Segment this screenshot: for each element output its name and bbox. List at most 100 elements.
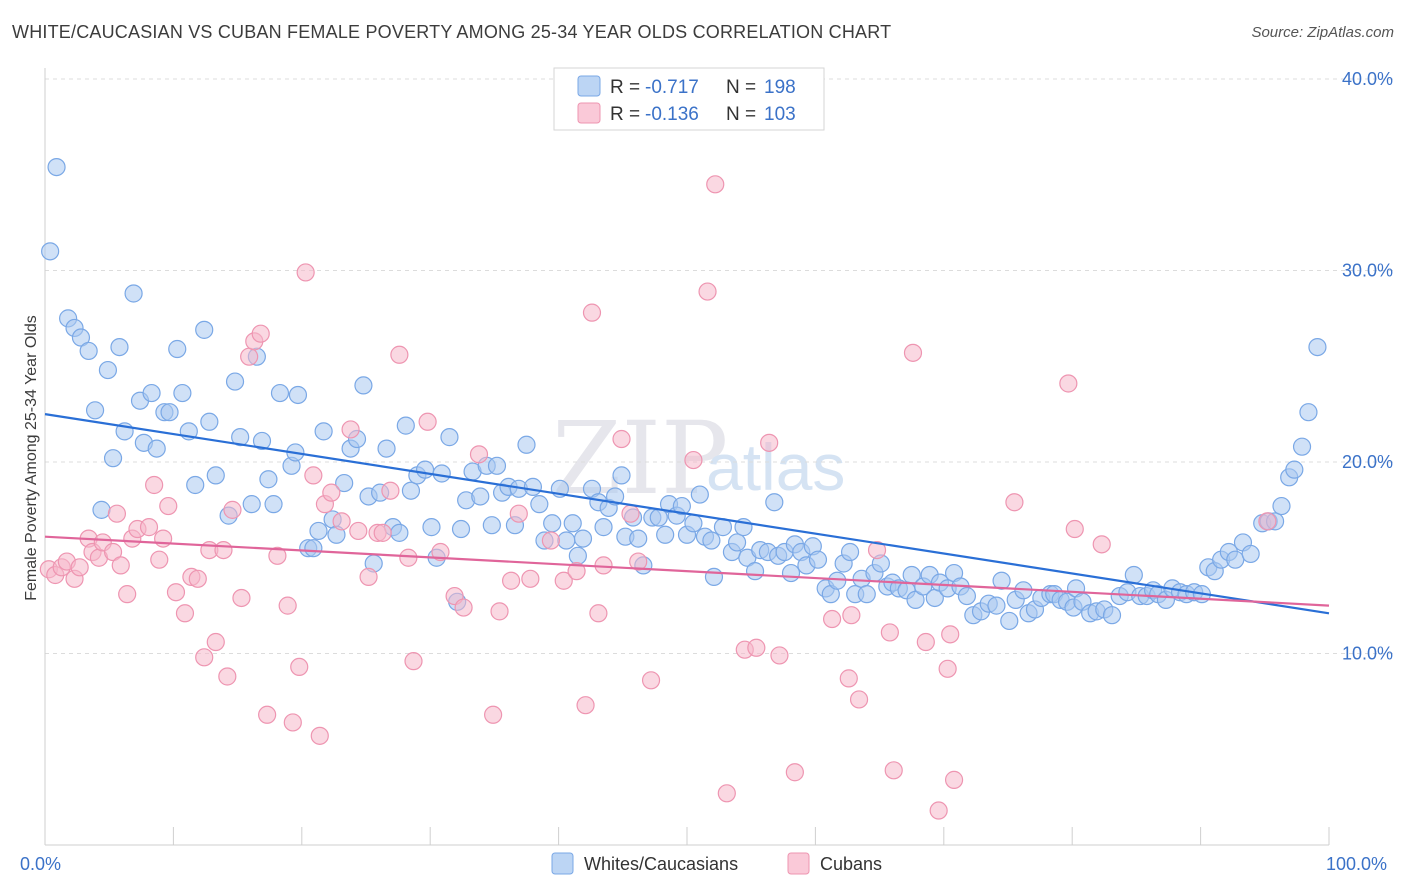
- legend-r-label-2: R =: [610, 104, 640, 125]
- bottom-legend: Whites/Caucasians Cubans: [551, 852, 882, 875]
- cubans-point-29: [218, 667, 237, 686]
- whites-point-130: [857, 585, 876, 604]
- whites-point-186: [1226, 550, 1245, 569]
- cubans-point-47: [349, 521, 368, 541]
- whites-point-122: [808, 550, 828, 569]
- whites-point-125: [828, 571, 847, 590]
- whites-point-0: [41, 242, 60, 261]
- cubans-point-58: [454, 598, 473, 617]
- whites-point-57: [415, 460, 435, 479]
- cubans-point-45: [332, 512, 351, 531]
- whites-point-150: [987, 596, 1006, 615]
- trend-line-whites: [44, 413, 1330, 615]
- series-cubans-points: [39, 175, 1277, 820]
- whites-point-151: [992, 571, 1011, 590]
- cubans-point-76: [684, 450, 703, 470]
- cubans-point-63: [509, 504, 528, 523]
- whites-point-83: [573, 529, 593, 548]
- cubans-point-41: [304, 466, 323, 485]
- whites-point-78: [543, 514, 562, 533]
- whites-point-31: [252, 431, 272, 451]
- cubans-point-70: [589, 604, 608, 623]
- legend-box: R = -0.717 N = 198 R = -0.136 N = 103: [553, 67, 825, 131]
- cubans-point-87: [839, 669, 858, 688]
- cubans-point-72: [612, 429, 631, 449]
- whites-point-12: [124, 284, 143, 303]
- whites-point-105: [704, 567, 724, 587]
- whites-point-117: [781, 563, 801, 583]
- cubans-point-24: [188, 569, 207, 588]
- cubans-point-32: [240, 347, 259, 366]
- cubans-point-77: [698, 282, 717, 301]
- whites-point-111: [745, 562, 765, 581]
- legend-swatch-pink: [577, 102, 601, 124]
- cubans-point-101: [1092, 535, 1111, 554]
- cubans-point-90: [880, 623, 899, 642]
- whites-point-23: [195, 320, 214, 339]
- whites-point-66: [471, 487, 490, 506]
- whites-point-28: [231, 428, 250, 447]
- whites-point-15: [142, 383, 161, 403]
- whites-point-10: [110, 338, 129, 357]
- cubans-point-64: [521, 569, 540, 588]
- cubans-point-22: [175, 604, 195, 623]
- cubans-point-59: [469, 445, 489, 464]
- whites-point-192: [1272, 496, 1291, 516]
- whites-point-171: [1124, 565, 1143, 585]
- cubans-point-67: [567, 562, 586, 581]
- whites-point-196: [1299, 403, 1318, 422]
- whites-point-32: [259, 470, 278, 489]
- cubans-point-98: [1005, 493, 1024, 512]
- whites-point-146: [957, 586, 977, 606]
- whites-point-69: [487, 456, 507, 475]
- cubans-point-97: [944, 770, 964, 789]
- cubans-point-31: [232, 588, 251, 608]
- whites-point-29: [242, 495, 261, 514]
- cubans-point-79: [717, 784, 736, 803]
- chart-source: Source: ZipAtlas.com: [1251, 24, 1394, 41]
- whites-point-68: [482, 516, 501, 535]
- cubans-point-83: [770, 646, 789, 665]
- legend-n-value-2: 103: [764, 104, 796, 125]
- legend-swatch-blue: [577, 75, 601, 97]
- whites-point-25: [206, 466, 225, 485]
- whites-point-89: [612, 466, 631, 485]
- whites-point-24: [200, 412, 219, 431]
- cubans-point-62: [501, 571, 521, 590]
- cubans-point-68: [576, 696, 595, 715]
- whites-point-102: [690, 485, 709, 504]
- whites-point-47: [354, 376, 373, 395]
- cubans-point-69: [582, 303, 602, 322]
- whites-point-99: [672, 496, 691, 516]
- cubans-point-53: [399, 548, 418, 567]
- cubans-point-25: [195, 648, 214, 667]
- grid-lines: [45, 78, 1394, 654]
- whites-point-34: [270, 383, 290, 403]
- whites-point-4: [71, 328, 91, 347]
- cubans-point-35: [258, 705, 277, 724]
- cubans-point-75: [641, 671, 661, 690]
- cubans-point-27: [206, 632, 225, 652]
- cubans-point-56: [431, 542, 450, 562]
- whites-point-168: [1102, 606, 1122, 625]
- whites-point-27: [225, 372, 245, 391]
- cubans-point-30: [223, 500, 242, 519]
- x-tick-label-min: 0.0%: [20, 854, 61, 874]
- cubans-point-94: [929, 801, 948, 820]
- cubans-point-5: [70, 558, 89, 577]
- whites-point-60: [432, 464, 451, 483]
- legend-n-label-2: N =: [726, 104, 756, 125]
- whites-point-81: [563, 514, 582, 533]
- cubans-point-10: [103, 542, 123, 562]
- whites-point-37: [288, 385, 308, 405]
- cubans-point-51: [381, 481, 400, 500]
- cubans-point-54: [404, 652, 423, 671]
- cubans-point-100: [1065, 519, 1084, 539]
- y-tick-label-0: 10.0%: [1342, 644, 1393, 664]
- cubans-point-102: [1258, 512, 1277, 531]
- legend-r-value-1: -0.717: [645, 77, 699, 98]
- trend-line-cubans: [44, 535, 1330, 607]
- cubans-point-91: [884, 761, 903, 780]
- whites-point-101: [684, 514, 703, 533]
